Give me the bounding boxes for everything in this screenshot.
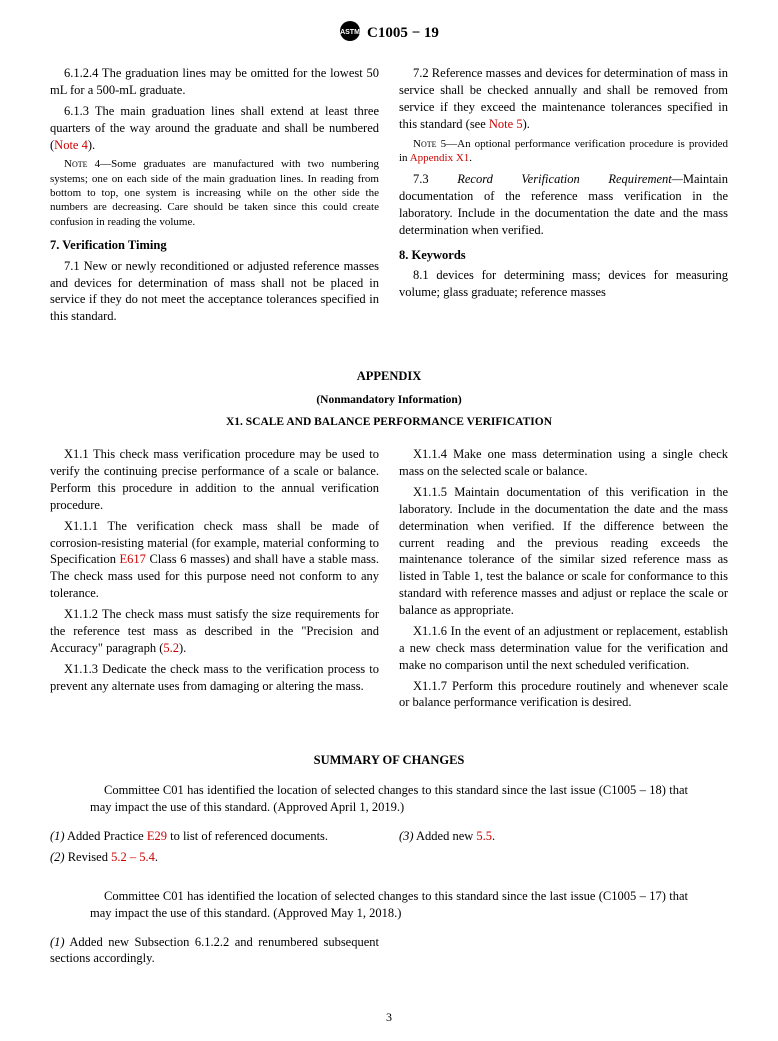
text: ). [88, 138, 95, 152]
text: X1.1.2 The check mass must satisfy the s… [50, 607, 379, 655]
ref-5-2-5-4: 5.2 – 5.4 [111, 850, 155, 864]
num: (2) [50, 850, 65, 864]
note-label: Note [64, 158, 88, 170]
summary-columns-1: (1) Added Practice E29 to list of refere… [50, 828, 728, 870]
summary-right-1: (3) Added new 5.5. [399, 828, 728, 870]
para-x1-1-1: X1.1.1 The verification check mass shall… [50, 518, 379, 602]
num: (3) [399, 829, 414, 843]
appendix-x1-ref: Appendix X1 [410, 152, 470, 164]
astm-logo: ASTM [339, 20, 361, 47]
para-x1-1: X1.1 This check mass verification proced… [50, 446, 379, 514]
note-4: Note 4—Some graduates are manufactured w… [50, 157, 379, 228]
summary-right-2 [399, 934, 728, 972]
note-5: Note 5—An optional performance verificat… [399, 137, 728, 166]
note4-ref: Note 4 [54, 138, 88, 152]
text: 7.3 [413, 172, 457, 186]
summary-columns-2: (1) Added new Subsection 6.1.2.2 and ren… [50, 934, 728, 972]
appendix-left: X1.1 This check mass verification proced… [50, 446, 379, 715]
text: to list of referenced documents. [167, 829, 328, 843]
para-x1-1-5: X1.1.5 Maintain documentation of this ve… [399, 484, 728, 619]
appendix-right: X1.1.4 Make one mass determination using… [399, 446, 728, 715]
page-number: 3 [0, 1010, 778, 1025]
summary-left-2: (1) Added new Subsection 6.1.2.2 and ren… [50, 934, 379, 972]
change-2: (2) Revised 5.2 – 5.4. [50, 849, 379, 866]
standard-id: C1005 − 19 [367, 25, 439, 42]
e617-ref: E617 [120, 552, 146, 566]
right-column: 7.2 Reference masses and devices for det… [399, 65, 728, 329]
change-1: (1) Added Practice E29 to list of refere… [50, 828, 379, 845]
ital-text: Record Verification Requirement— [457, 172, 683, 186]
num: (1) [50, 829, 65, 843]
appendix-columns: X1.1 This check mass verification proced… [50, 446, 728, 715]
para-7-2: 7.2 Reference masses and devices for det… [399, 65, 728, 133]
text: . [155, 850, 158, 864]
para-x1-1-3: X1.1.3 Dedicate the check mass to the ve… [50, 661, 379, 695]
svg-text:ASTM: ASTM [340, 29, 360, 36]
appendix-head: APPENDIX [50, 369, 728, 384]
para-6-1-2-4: 6.1.2.4 The graduation lines may be omit… [50, 65, 379, 99]
appendix-title: X1. SCALE AND BALANCE PERFORMANCE VERIFI… [50, 416, 728, 428]
ref-5-2: 5.2 [163, 641, 179, 655]
para-x1-1-4: X1.1.4 Make one mass determination using… [399, 446, 728, 480]
text: Revised [65, 850, 112, 864]
note-num: 5— [437, 138, 458, 150]
text: ). [179, 641, 186, 655]
appendix-sub: (Nonmandatory Information) [50, 394, 728, 406]
page-header: ASTM C1005 − 19 [50, 20, 728, 47]
text: ). [523, 117, 530, 131]
ref-5-5: 5.5 [476, 829, 492, 843]
summary-left-1: (1) Added Practice E29 to list of refere… [50, 828, 379, 870]
num: (1) [50, 935, 65, 949]
text: Added Practice [65, 829, 147, 843]
note-label: Note [413, 138, 437, 150]
summary-intro-2: Committee C01 has identified the locatio… [90, 888, 688, 922]
change-3: (3) Added new 5.5. [399, 828, 728, 845]
left-column: 6.1.2.4 The graduation lines may be omit… [50, 65, 379, 329]
text: Added new Subsection 6.1.2.2 and renumbe… [50, 935, 379, 966]
text: 6.1.3 The main graduation lines shall ex… [50, 104, 379, 152]
text: . [492, 829, 495, 843]
change-prev-1: (1) Added new Subsection 6.1.2.2 and ren… [50, 934, 379, 968]
note5-ref: Note 5 [489, 117, 523, 131]
section-8-head: 8. Keywords [399, 247, 728, 264]
para-8-1: 8.1 devices for determining mass; device… [399, 267, 728, 301]
e29-ref: E29 [147, 829, 167, 843]
para-7-1: 7.1 New or newly reconditioned or adjust… [50, 258, 379, 326]
para-x1-1-7: X1.1.7 Perform this procedure routinely … [399, 678, 728, 712]
text: . [469, 152, 472, 164]
summary-head: SUMMARY OF CHANGES [50, 753, 728, 768]
para-x1-1-2: X1.1.2 The check mass must satisfy the s… [50, 606, 379, 657]
para-6-1-3: 6.1.3 The main graduation lines shall ex… [50, 103, 379, 154]
body-columns: 6.1.2.4 The graduation lines may be omit… [50, 65, 728, 329]
document-page: ASTM C1005 − 19 6.1.2.4 The graduation l… [0, 0, 778, 1041]
section-7-head: 7. Verification Timing [50, 237, 379, 254]
summary-intro-1: Committee C01 has identified the locatio… [90, 782, 688, 816]
text: Added new [414, 829, 477, 843]
note-num: 4— [88, 158, 112, 170]
para-7-3: 7.3 Record Verification Requirement—Main… [399, 171, 728, 239]
text: 7.2 Reference masses and devices for det… [399, 66, 728, 131]
para-x1-1-6: X1.1.6 In the event of an adjustment or … [399, 623, 728, 674]
